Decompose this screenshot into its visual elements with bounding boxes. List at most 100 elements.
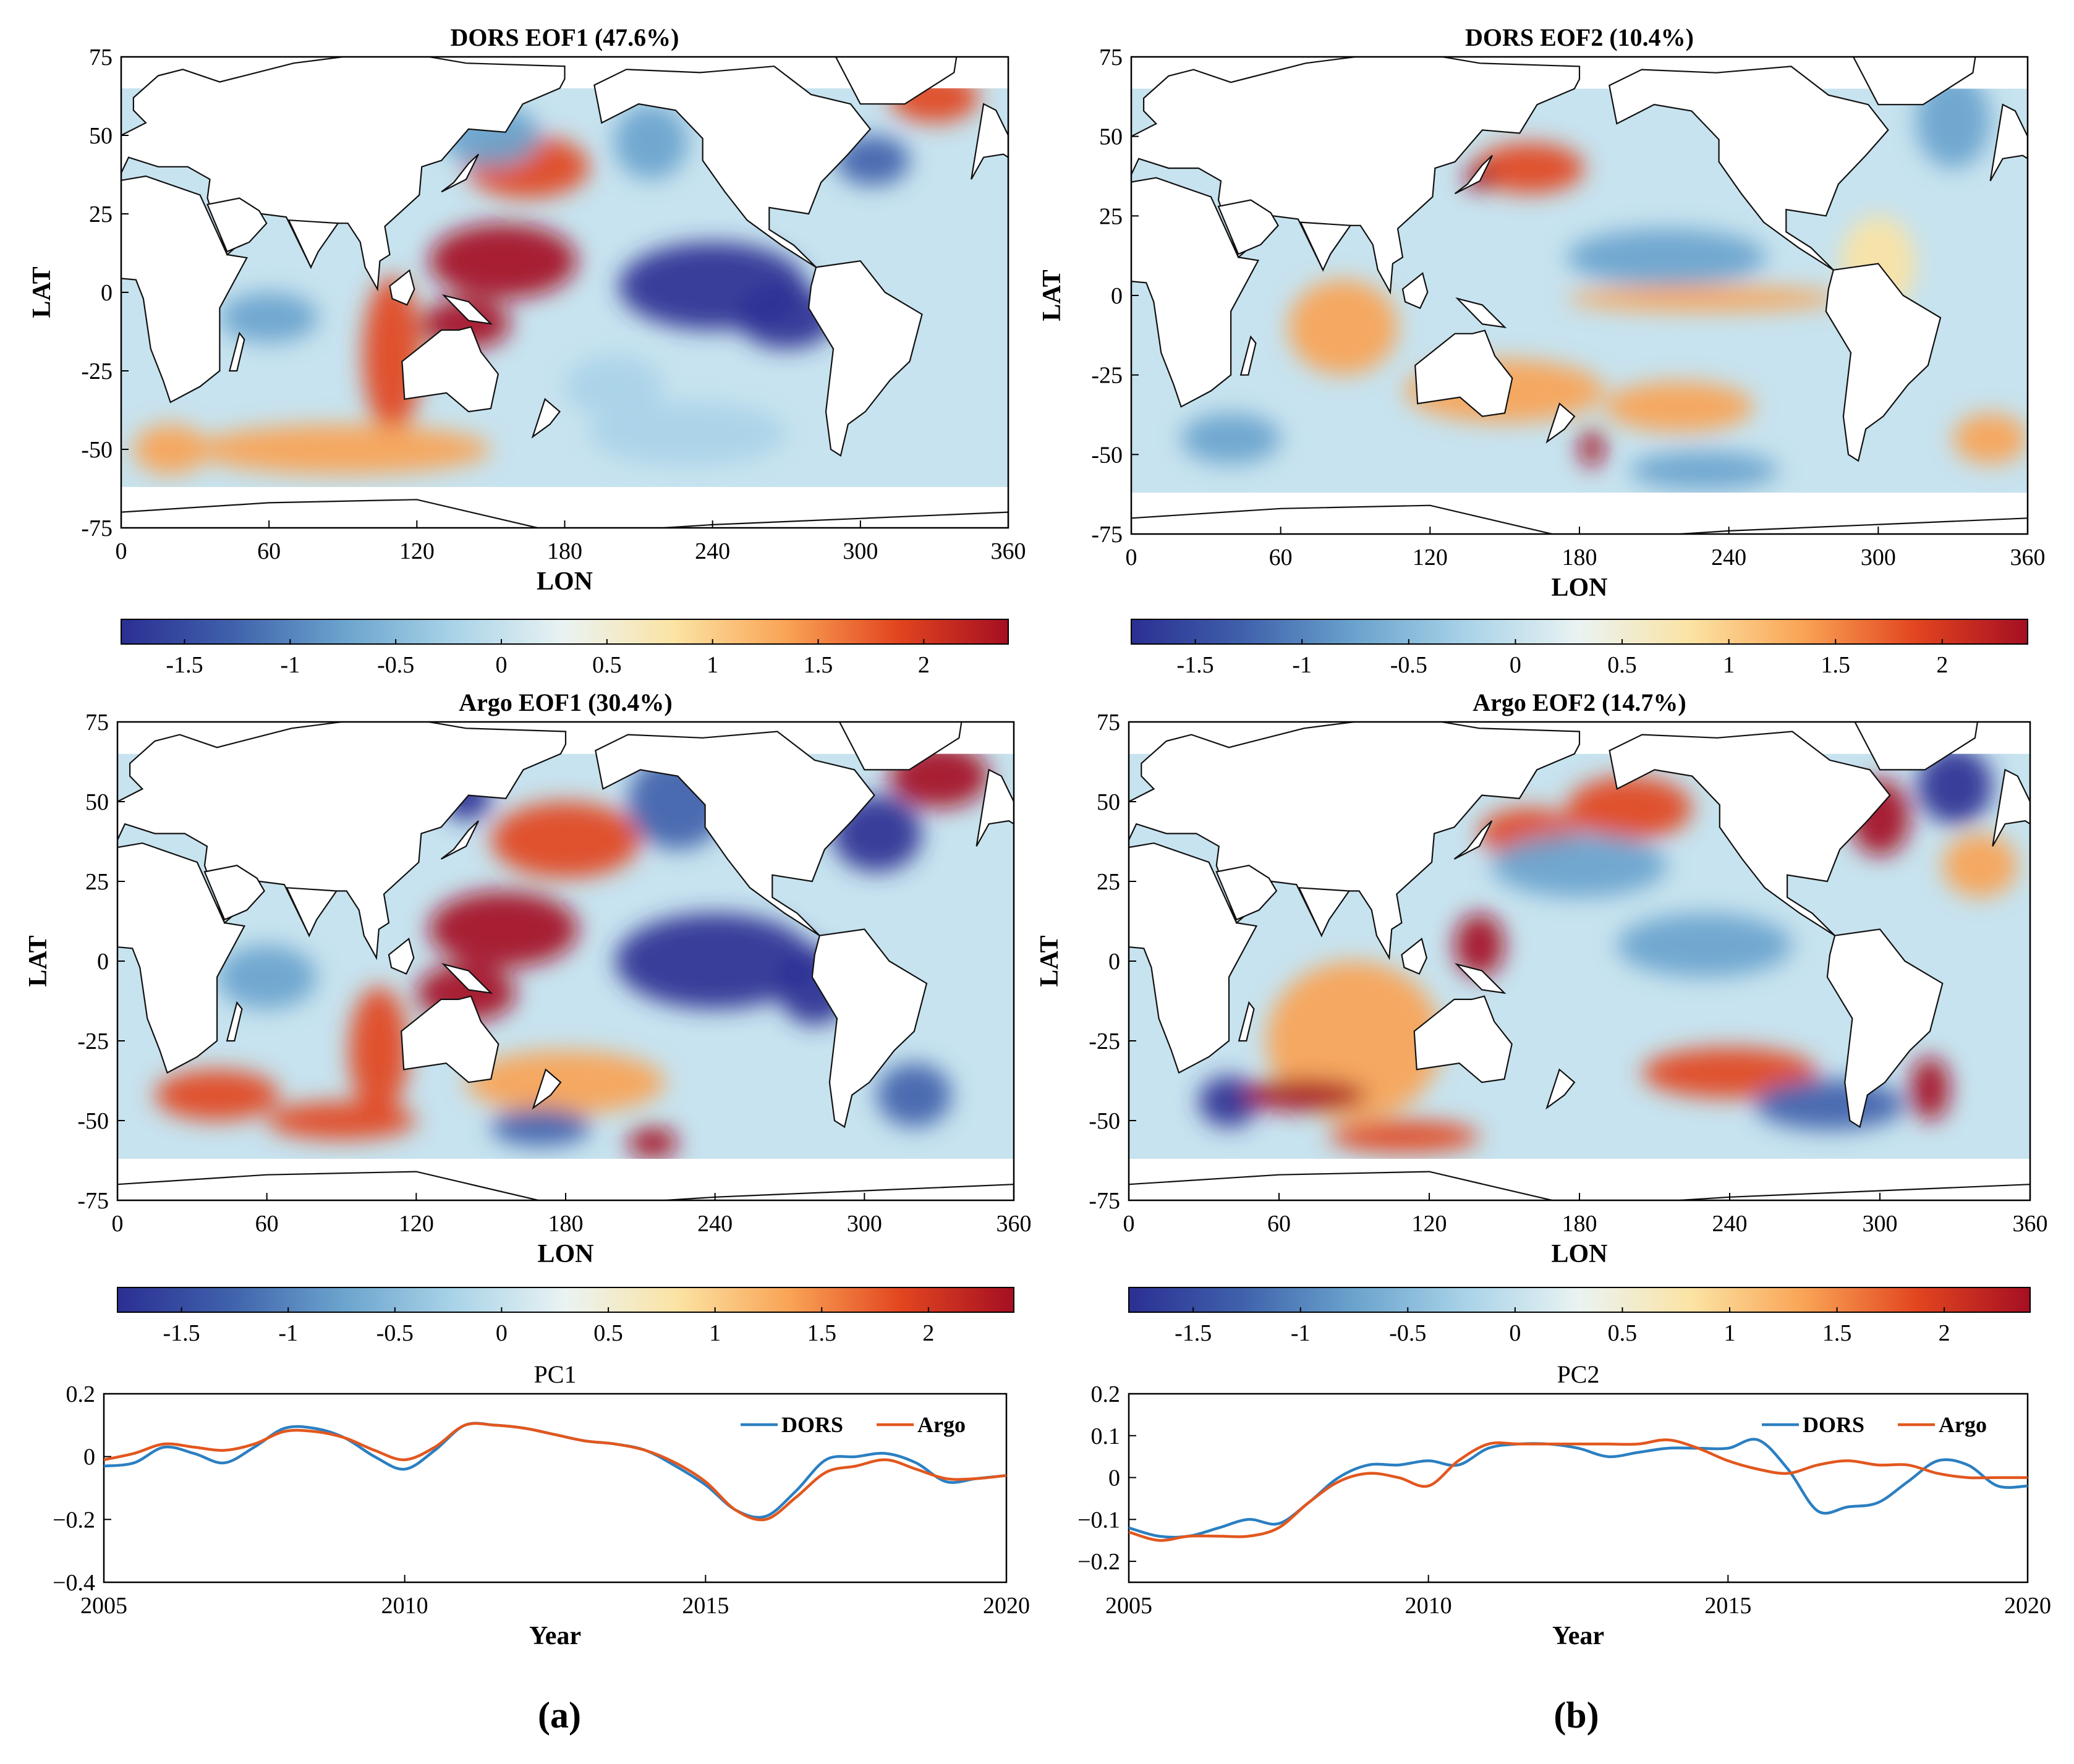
colorbar: -1.5 -1 -0.5 0 0.5 1 1.5 2: [121, 619, 1009, 678]
colorbar-tick-label: -1: [1292, 652, 1312, 678]
land-outline: [1298, 887, 1351, 938]
anomaly-region: [1474, 142, 1585, 194]
plot-area: [1128, 1393, 2029, 1584]
y-axis-label: LAT: [1035, 935, 1064, 986]
map-panel-argo-eof1: Argo EOF1 (30.4%) 0 60 120 180 240 300 360 75 50 2…: [24, 689, 1032, 1268]
legend-label: Argo: [917, 1412, 966, 1437]
land-outline: [1545, 1068, 1576, 1110]
chart-title: PC2: [1557, 1360, 1600, 1388]
plot-area: [103, 1393, 1008, 1584]
colorbar-tick-label: 0.5: [1607, 652, 1637, 678]
x-tick-label: 0: [1123, 1211, 1135, 1237]
x-axis-label: LON: [537, 567, 593, 596]
x-tick-label: 240: [1712, 1211, 1748, 1237]
anomaly-region: [266, 1101, 417, 1140]
colorbar-tick-label: -0.5: [1390, 652, 1427, 678]
land-outline: [593, 66, 872, 268]
x-tick-label: 180: [548, 1211, 584, 1237]
x-tick-label: 0: [1126, 545, 1137, 570]
x-tick-label: 2010: [381, 1593, 428, 1619]
x-tick-label: 360: [997, 1211, 1032, 1237]
y-axis-label: LAT: [24, 935, 53, 986]
map-title: Argo EOF2 (14.7%): [1473, 689, 1686, 716]
x-tick-label: 2010: [1405, 1593, 1452, 1619]
anomaly-region: [564, 355, 663, 418]
y-tick-label: 75: [85, 710, 109, 736]
colorbar-tick-label: -1: [281, 652, 300, 678]
y-tick-label: -50: [1091, 442, 1123, 468]
x-axis-label: LON: [1551, 1240, 1607, 1268]
colorbar-tick-label: 1.5: [804, 652, 833, 678]
land-outline: [117, 1171, 1014, 1200]
anomaly-region: [219, 292, 318, 343]
land-outline: [286, 887, 338, 938]
colorbar-tick-label: 1: [709, 1320, 721, 1346]
x-axis-label: LON: [537, 1240, 593, 1268]
colorbar-gradient: [1131, 619, 2028, 645]
ocean-field: [1129, 722, 2030, 1200]
anomaly-region: [465, 1050, 666, 1114]
land-outline: [811, 928, 928, 1129]
y-tick-label: 75: [1097, 710, 1120, 736]
colorbar-tick-label: 0: [496, 652, 508, 678]
colorbar-tick-label: 0.5: [592, 652, 622, 678]
colorbar-tick-label: -1.5: [166, 652, 203, 678]
map-title: DORS EOF2 (10.4%): [1465, 23, 1694, 51]
land-outline: [1131, 504, 2028, 534]
x-tick-label: 120: [399, 538, 435, 564]
colorbar: -1.5 -1 -0.5 0 0.5 1 1.5 2: [1131, 619, 2028, 678]
x-tick-label: 300: [1861, 545, 1896, 570]
ocean-field: [1131, 57, 2028, 534]
land-outline: [532, 1068, 562, 1110]
anomaly-region: [1754, 1079, 1905, 1130]
land-outline: [441, 963, 493, 994]
y-tick-label: -25: [1091, 363, 1123, 389]
anomaly-region: [195, 424, 491, 475]
land-outline: [1852, 57, 1976, 106]
land-outline: [1131, 177, 1260, 408]
land-outline: [1413, 995, 1513, 1083]
colorbar-tick-label: 0: [496, 1320, 508, 1346]
legend: DORS Argo: [741, 1412, 966, 1437]
land-outline: [1299, 221, 1352, 272]
map-title: Argo EOF1 (30.4%): [459, 689, 673, 716]
x-tick-label: 120: [1413, 545, 1448, 570]
x-tick-label: 120: [399, 1211, 434, 1237]
x-tick-label: 60: [1269, 545, 1293, 570]
y-tick-label: 50: [85, 789, 109, 815]
pc2-chart: PC2 2005 2010 2015 2020 0.2 0.1 0 −0.1 −0.2 Year DO…: [1077, 1360, 2051, 1650]
land-outline: [401, 326, 499, 413]
x-tick-label: 0: [116, 538, 127, 564]
y-tick-label: -25: [77, 1028, 109, 1054]
land-outline: [206, 197, 268, 253]
anomaly-region: [1566, 228, 1767, 286]
x-tick-label: 2020: [2004, 1593, 2051, 1619]
x-tick-label: 60: [257, 538, 281, 564]
land-outline: [531, 397, 561, 439]
y-axis-label: LAT: [28, 266, 56, 318]
land-outline: [971, 103, 1008, 180]
y-tick-label: -50: [81, 437, 113, 463]
y-tick-label: -75: [77, 1188, 109, 1214]
x-tick-label: 240: [695, 538, 730, 564]
land-outline: [1609, 731, 1891, 936]
land-outline: [1455, 297, 1507, 329]
land-outline: [401, 995, 499, 1083]
anomaly-region: [428, 891, 579, 968]
y-tick-label: −0.1: [1077, 1507, 1120, 1533]
colorbar-tick-label: -1.5: [163, 1320, 200, 1346]
y-tick-label: 0: [1108, 949, 1120, 975]
legend-label: DORS: [1803, 1412, 1864, 1437]
y-tick-label: 25: [89, 201, 113, 227]
anomaly-region: [429, 223, 577, 299]
land-outline: [1989, 103, 2028, 182]
land-outline: [203, 865, 265, 921]
anomaly-region: [1454, 913, 1505, 977]
colorbar-tick-label: 2: [1936, 652, 1948, 678]
y-tick-label: 75: [89, 45, 113, 70]
land-outline: [1453, 820, 1493, 860]
legend-label: DORS: [781, 1412, 843, 1437]
colorbar-tick-label: 0.5: [593, 1320, 623, 1346]
colorbar-tick-label: 2: [922, 1320, 934, 1346]
